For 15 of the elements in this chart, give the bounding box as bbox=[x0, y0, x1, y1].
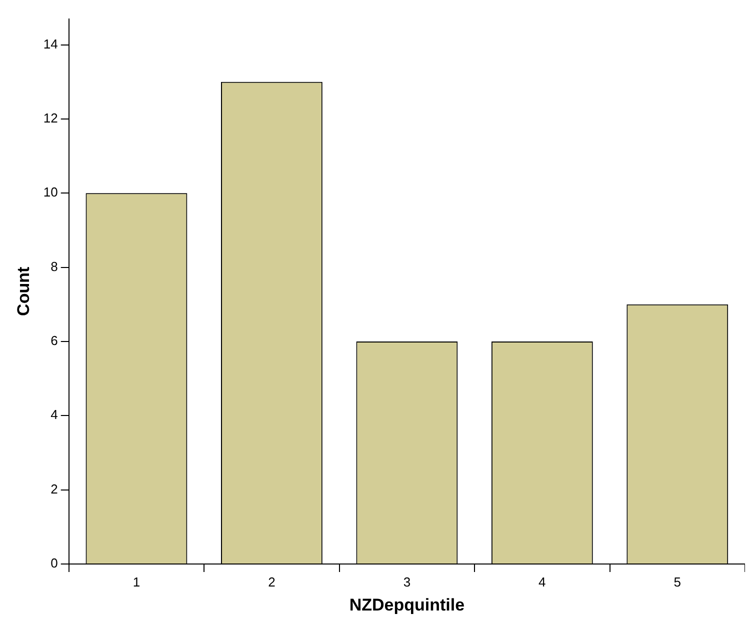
x-tick-label: 1 bbox=[132, 574, 140, 590]
y-tick-label: 10 bbox=[43, 184, 58, 200]
y-tick-label: 12 bbox=[43, 110, 58, 126]
y-tick-label: 14 bbox=[43, 36, 58, 52]
y-axis-title: Count bbox=[14, 266, 33, 316]
x-tick-label: 3 bbox=[403, 574, 411, 590]
x-tick-label: 5 bbox=[674, 574, 682, 590]
x-axis-title: NZDepquintile bbox=[349, 595, 465, 614]
x-tick-label: 2 bbox=[268, 574, 276, 590]
y-tick-label: 4 bbox=[50, 407, 58, 422]
y-tick-label: 0 bbox=[50, 556, 58, 571]
y-tick-label: 8 bbox=[50, 258, 58, 274]
x-tick-label: 4 bbox=[538, 574, 546, 590]
y-tick-label: 2 bbox=[50, 481, 58, 496]
y-tick-label: 6 bbox=[50, 333, 58, 348]
